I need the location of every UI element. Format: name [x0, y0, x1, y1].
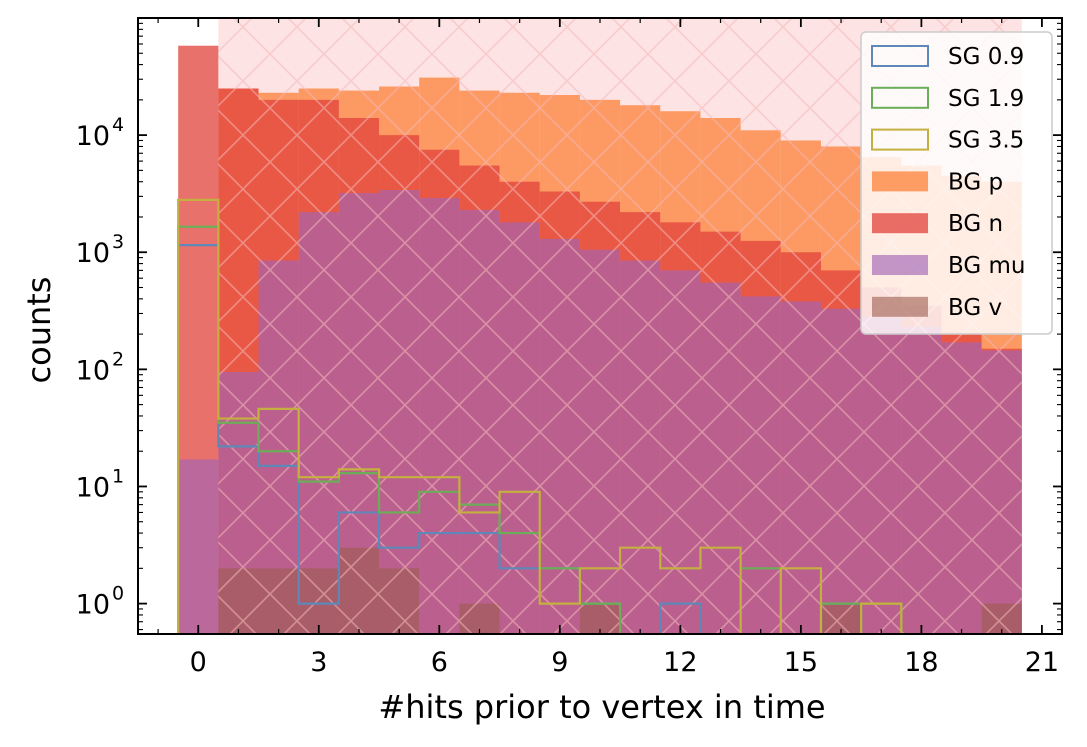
y-tick-exponent: 3 [112, 231, 124, 253]
y-tick-exponent: 2 [112, 348, 124, 370]
y-tick-exponent: 0 [112, 583, 124, 605]
legend-label-bg-n: BG n [948, 211, 1003, 237]
legend-swatch-bg-mu [872, 255, 928, 275]
x-tick-label: 6 [431, 647, 448, 678]
y-tick-exponent: 1 [112, 465, 124, 487]
x-tick-label: 18 [904, 647, 938, 678]
y-tick-label: 10 [76, 355, 110, 386]
legend-swatch-sg-1-9 [871, 86, 929, 109]
legend-label-bg-p: BG p [948, 169, 1003, 195]
legend: SG 0.9 SG 1.9 SG 3.5 BG p BG n BG mu BG v [860, 31, 1053, 335]
legend-label-bg-v: BG v [948, 295, 1002, 321]
x-tick-label: 15 [784, 647, 818, 678]
y-tick-label: 10 [76, 590, 110, 621]
legend-label-bg-mu: BG mu [948, 253, 1026, 279]
x-tick-label: 21 [1025, 647, 1059, 678]
legend-label-sg-3-5: SG 3.5 [948, 128, 1024, 154]
x-tick-label: 9 [551, 647, 568, 678]
y-axis-title: counts [20, 277, 58, 384]
step-sg-3-5 [177, 198, 903, 634]
legend-label-sg-0-9: SG 0.9 [948, 44, 1024, 70]
legend-swatch-sg-0-9 [871, 45, 929, 67]
y-tick-label: 10 [76, 238, 110, 269]
legend-swatch-bg-v [872, 296, 928, 317]
y-tick-label: 10 [76, 121, 110, 152]
x-axis-title: #hits prior to vertex in time [378, 688, 825, 726]
y-tick-label: 10 [76, 472, 110, 503]
bar-bg-mu [178, 459, 219, 634]
legend-label-sg-1-9: SG 1.9 [948, 86, 1024, 112]
x-tick-label: 0 [190, 647, 207, 678]
x-tick-label: 12 [663, 647, 697, 678]
legend-swatch-bg-n [872, 213, 928, 234]
legend-swatch-bg-p [872, 171, 928, 192]
legend-swatch-sg-3-5 [871, 128, 929, 151]
y-tick-exponent: 4 [112, 114, 124, 136]
x-tick-label: 3 [310, 647, 327, 678]
